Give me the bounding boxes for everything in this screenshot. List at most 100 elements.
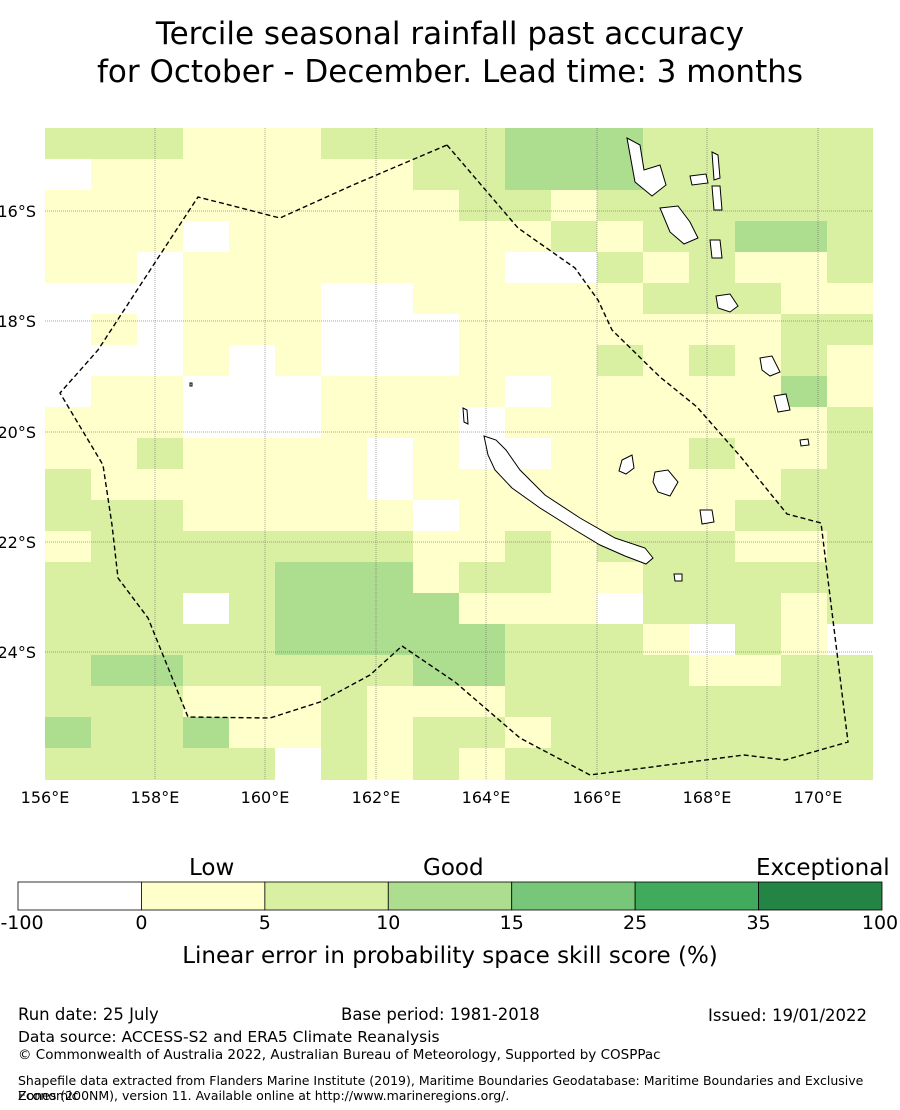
grid-cell (597, 252, 643, 283)
grid-cell (183, 159, 229, 190)
grid-cell (551, 314, 597, 345)
grid-cell (689, 686, 735, 717)
grid-cell (551, 221, 597, 252)
grid-cell (735, 686, 781, 717)
shapefile-credit-line-2: Zones (200NM), version 11. Available onl… (18, 1088, 510, 1103)
colorbar-segment (264, 881, 389, 911)
grid-cell (367, 438, 413, 469)
colorbar-tick-label: 10 (376, 912, 401, 934)
grid-cell (413, 159, 459, 190)
grid-cell (781, 407, 827, 438)
grid-cell (91, 717, 137, 748)
latitude-tick-label: 22°S (0, 533, 36, 552)
colorbar-tick-label: 0 (135, 912, 148, 934)
grid-cell (321, 159, 367, 190)
grid-cell (321, 655, 367, 686)
grid-cell (643, 407, 689, 438)
grid-cell (597, 345, 643, 376)
colorbar (17, 881, 883, 911)
grid-cell (45, 159, 91, 190)
grid-cell (689, 407, 735, 438)
colorbar-tick-label: 25 (623, 912, 648, 934)
grid-cell (321, 128, 367, 159)
latitude-tick-labels: 16°S 18°S 20°S 22°S 24°S (0, 202, 36, 662)
grid-cell (735, 314, 781, 345)
grid-cell (275, 252, 321, 283)
grid-cell (45, 717, 91, 748)
title-line-1: Tercile seasonal rainfall past accuracy (155, 16, 745, 52)
grid-cell (367, 190, 413, 221)
grid-cell (551, 159, 597, 190)
grid-cell (45, 438, 91, 469)
grid-cell (505, 252, 551, 283)
grid-cell (505, 407, 551, 438)
grid-cell (597, 748, 643, 780)
grid-cell (183, 655, 229, 686)
grid-cell (91, 655, 137, 686)
shapefile-credit-line-1: Shapefile data extracted from Flanders M… (18, 1073, 864, 1103)
grid-cell (229, 376, 275, 407)
grid-cell (91, 376, 137, 407)
grid-cell (367, 221, 413, 252)
grid-cell (137, 376, 183, 407)
grid-cell (827, 345, 873, 376)
grid-cell (275, 562, 321, 593)
grid-cell (413, 686, 459, 717)
grid-cell (367, 469, 413, 500)
grid-cell (137, 531, 183, 562)
grid-cell (137, 407, 183, 438)
grid-cell (781, 252, 827, 283)
grid-cell (643, 128, 689, 159)
grid-cell (735, 190, 781, 221)
grid-cell (689, 593, 735, 624)
grid-cell (229, 748, 275, 780)
grid-cell (367, 345, 413, 376)
grid-cell (597, 283, 643, 314)
grid-cell (183, 624, 229, 655)
grid-cell (689, 376, 735, 407)
grid-cell (735, 562, 781, 593)
grid-cell (459, 717, 505, 748)
map-figure: 156°E 158°E 160°E 162°E 164°E 166°E 168°E 170°E… (0, 128, 873, 807)
grid-cell (735, 717, 781, 748)
grid-cell (505, 748, 551, 780)
grid-cell (275, 531, 321, 562)
grid-cell (321, 407, 367, 438)
colorbar-segment (634, 881, 759, 911)
colorbar-segment (511, 881, 636, 911)
grid-cell (781, 655, 827, 686)
grid-cell (91, 562, 137, 593)
grid-cell (367, 624, 413, 655)
grid-cell (45, 128, 91, 159)
grid-cell (413, 314, 459, 345)
grid-cell (183, 190, 229, 221)
grid-cell (183, 469, 229, 500)
grid-cell (551, 345, 597, 376)
base-period: Base period: 1981-2018 (341, 1005, 540, 1024)
grid-cell (183, 345, 229, 376)
grid-cell (91, 314, 137, 345)
grid-cell (137, 345, 183, 376)
grid-cell (597, 314, 643, 345)
grid-cell (551, 593, 597, 624)
grid-cell (413, 531, 459, 562)
grid-cell (597, 655, 643, 686)
grid-cell (275, 314, 321, 345)
latitude-tick-label: 24°S (0, 643, 36, 662)
grid-cell (275, 655, 321, 686)
grid-cell (413, 717, 459, 748)
grid-cell (781, 531, 827, 562)
grid-cell (459, 376, 505, 407)
grid-cell (137, 500, 183, 531)
graticule (45, 128, 873, 780)
grid-cell (229, 562, 275, 593)
grid-cell (413, 252, 459, 283)
longitude-tick-label: 170°E (794, 788, 843, 807)
grid-cell (459, 252, 505, 283)
grid-cell (183, 128, 229, 159)
grid-cell (505, 345, 551, 376)
grid-cell (459, 686, 505, 717)
grid-cell (321, 283, 367, 314)
grid-cell (827, 748, 873, 780)
grid-cell (45, 748, 91, 780)
